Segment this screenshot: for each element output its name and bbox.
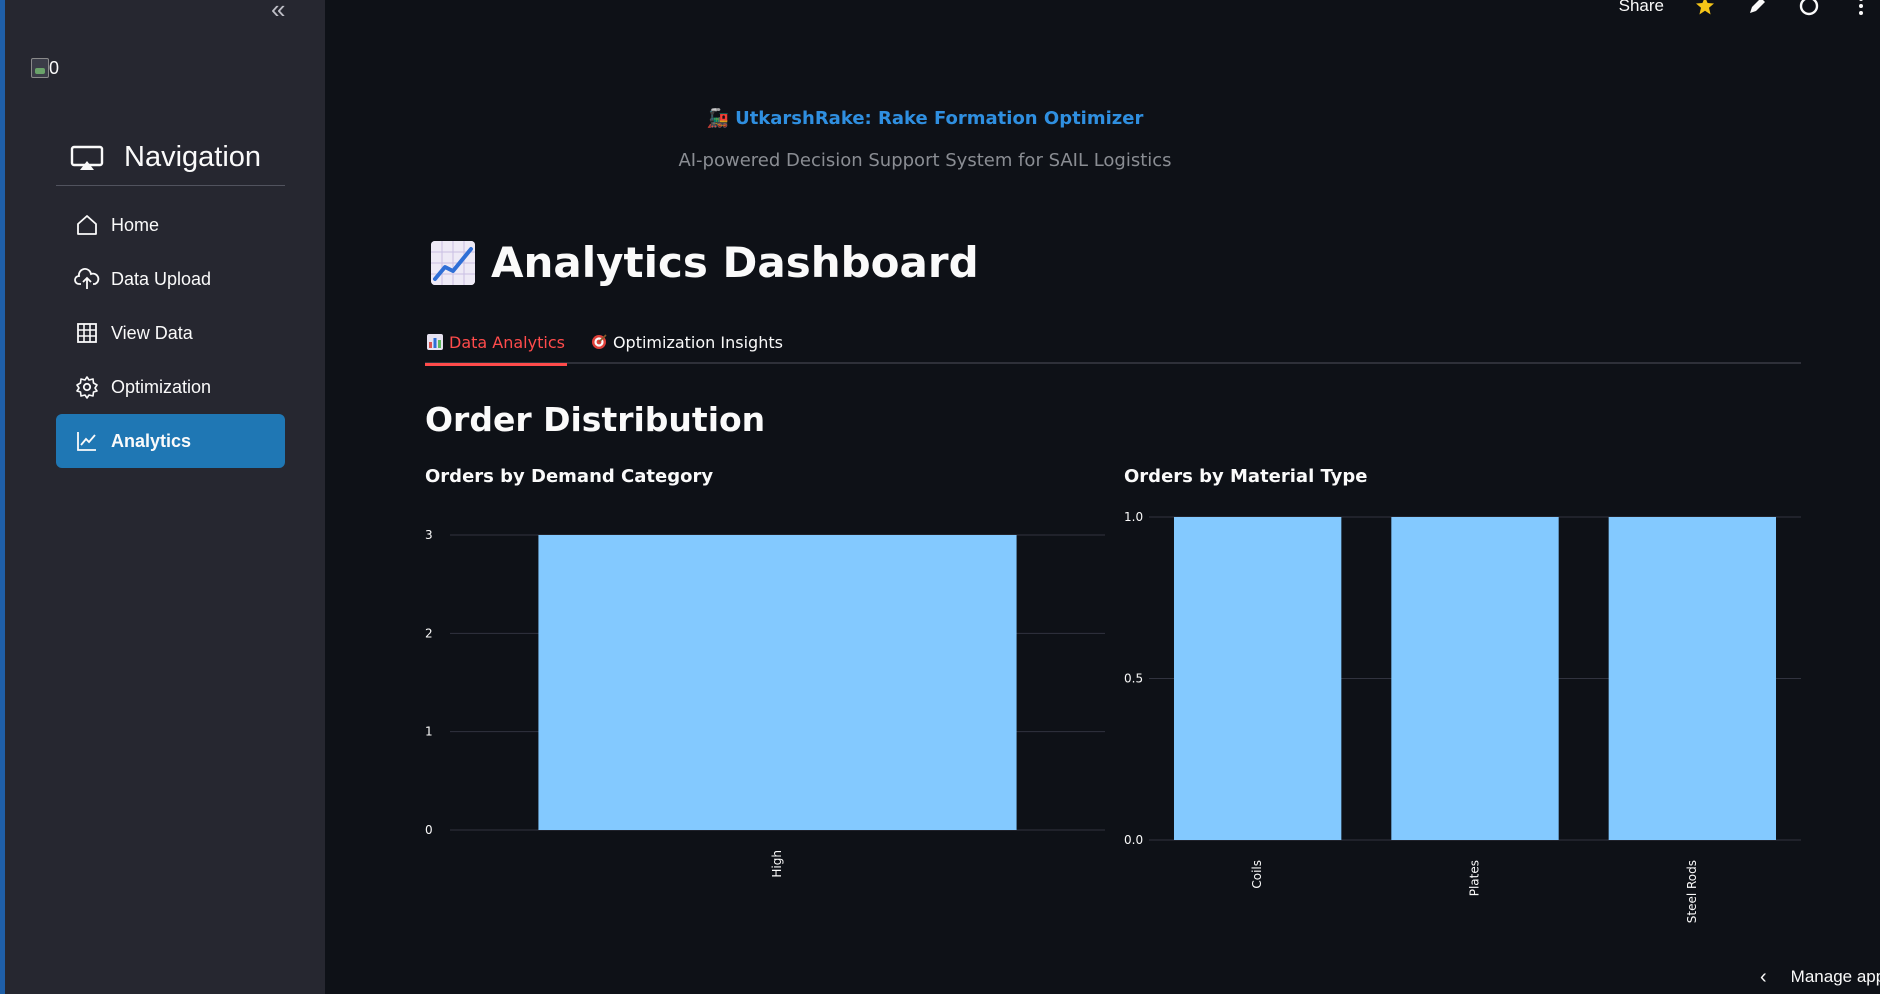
y-tick-label: 3 — [425, 528, 433, 542]
tab-data-analytics[interactable]: Data Analytics — [425, 320, 567, 366]
chart-title-material-type: Orders by Material Type — [1124, 466, 1368, 487]
x-tick-label: High — [770, 850, 784, 878]
nav-header: Navigation — [56, 130, 285, 186]
y-tick-label: 0.5 — [1124, 672, 1143, 686]
y-tick-label: 2 — [425, 626, 433, 640]
manage-app-label: Manage app — [1790, 967, 1880, 986]
sidebar-item-label: Analytics — [111, 430, 192, 451]
target-icon — [591, 334, 607, 350]
tab-optimization-insights[interactable]: Optimization Insights — [589, 320, 785, 364]
line-chart-icon — [74, 428, 100, 454]
star-icon[interactable] — [1694, 0, 1716, 17]
share-button[interactable]: Share — [1618, 0, 1664, 15]
y-tick-label: 1 — [425, 725, 433, 739]
manage-app-button[interactable]: ‹ Manage app — [1760, 960, 1880, 994]
app-title-text: UtkarshRake: Rake Formation Optimizer — [735, 108, 1144, 129]
chart-svg: 0.0 0.5 1.0 Coils Plates Steel Rods — [1124, 510, 1801, 923]
nav-list: Home Data Upload View Data Optimization — [56, 198, 285, 468]
main-content: 🚂 UtkarshRake: Rake Formation Optimizer A… — [325, 0, 1880, 994]
chevron-left-icon: ‹ — [1760, 965, 1767, 988]
train-icon: 🚂 — [706, 108, 730, 129]
chart-title-demand-category: Orders by Demand Category — [425, 466, 714, 487]
page-title: Analytics Dashboard — [431, 238, 979, 287]
app-subtitle: AI-powered Decision Support System for S… — [678, 150, 1172, 171]
gear-icon — [74, 374, 100, 400]
sidebar-item-label: View Data — [111, 322, 193, 343]
more-menu-icon[interactable] — [1850, 0, 1872, 17]
cast-icon — [70, 145, 104, 171]
y-tick-label: 0.0 — [1124, 833, 1143, 847]
sidebar-item-home[interactable]: Home — [56, 198, 285, 252]
y-tick-label: 0 — [425, 823, 433, 837]
chart-demand-category: 0 1 2 3 High — [425, 505, 1105, 935]
sidebar-item-label: Optimization — [111, 376, 212, 397]
chart-increasing-icon — [431, 240, 475, 285]
tab-label: Optimization Insights — [612, 332, 783, 352]
table-icon — [74, 320, 100, 346]
chart-material-type: 0.0 0.5 1.0 Coils Plates Steel Rods — [1124, 505, 1801, 935]
app-title: 🚂 UtkarshRake: Rake Formation Optimizer — [369, 108, 1481, 129]
collapse-sidebar-button[interactable]: « — [271, 0, 286, 24]
edit-pencil-icon[interactable] — [1746, 0, 1768, 17]
cloud-upload-icon — [74, 266, 100, 292]
home-icon — [74, 212, 100, 238]
tab-label: Data Analytics — [449, 332, 565, 352]
y-tick-label: 1.0 — [1124, 510, 1143, 524]
sidebar-item-data-upload[interactable]: Data Upload — [56, 252, 285, 306]
nav-title: Navigation — [124, 141, 262, 173]
tab-bar: Data Analytics Optimization Insights — [425, 320, 1801, 366]
bar — [1391, 517, 1559, 840]
sidebar-logo-image: 0 — [31, 58, 59, 79]
x-tick-label: Coils — [1250, 860, 1264, 889]
sidebar: « 0 Navigation Home — [0, 0, 325, 994]
sidebar-item-optimization[interactable]: Optimization — [56, 360, 285, 414]
sidebar-logo-alt-text: 0 — [49, 58, 60, 78]
bar — [1173, 517, 1342, 840]
github-icon[interactable] — [1798, 0, 1820, 17]
x-tick-label: Steel Rods — [1685, 860, 1699, 923]
bar-chart-icon — [427, 334, 443, 350]
sidebar-item-label: Data Upload — [111, 268, 212, 289]
chart-svg: 0 1 2 3 High — [425, 528, 1105, 878]
bar — [1608, 517, 1777, 840]
top-toolbar: Share — [1619, 0, 1880, 18]
sidebar-item-analytics[interactable]: Analytics — [56, 414, 285, 468]
page-title-text: Analytics Dashboard — [491, 238, 979, 287]
bar — [538, 535, 1017, 830]
sidebar-item-view-data[interactable]: View Data — [56, 306, 285, 360]
broken-image-icon — [31, 58, 49, 78]
section-title: Order Distribution — [425, 400, 766, 439]
sidebar-item-label: Home — [111, 214, 160, 235]
x-tick-label: Plates — [1468, 860, 1482, 896]
